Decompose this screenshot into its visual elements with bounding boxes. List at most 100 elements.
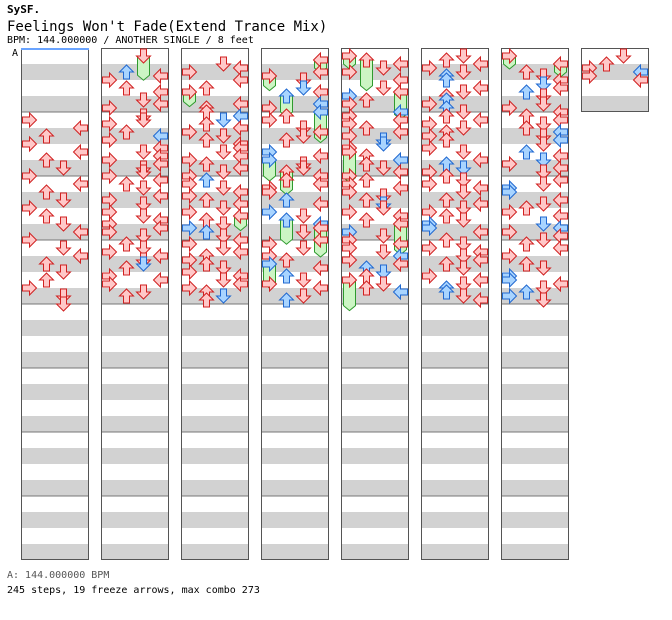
beat-stripe bbox=[501, 544, 569, 560]
beat-stripe bbox=[261, 416, 329, 432]
beat-stripe bbox=[181, 544, 249, 560]
beat-stripe bbox=[21, 512, 89, 528]
beat-stripe bbox=[261, 480, 329, 496]
beat-stripe bbox=[21, 448, 89, 464]
beat-stripe bbox=[101, 64, 169, 80]
step-stats: 245 steps, 19 freeze arrows, max combo 2… bbox=[7, 585, 260, 596]
beat-stripe bbox=[421, 128, 489, 144]
beat-stripe bbox=[181, 224, 249, 240]
beat-stripe bbox=[21, 192, 89, 208]
beat-stripe bbox=[421, 96, 489, 112]
beat-stripe bbox=[21, 128, 89, 144]
beat-stripe bbox=[21, 64, 89, 80]
beat-stripe bbox=[21, 288, 89, 304]
beat-stripe bbox=[101, 448, 169, 464]
beat-stripe bbox=[421, 256, 489, 272]
column-border bbox=[101, 48, 169, 560]
beat-stripe bbox=[261, 384, 329, 400]
beat-stripe bbox=[101, 128, 169, 144]
beat-stripe bbox=[501, 128, 569, 144]
beat-stripe bbox=[501, 512, 569, 528]
beat-stripe bbox=[341, 416, 409, 432]
beat-stripe bbox=[581, 64, 649, 80]
beat-stripe bbox=[261, 64, 329, 80]
beat-stripe bbox=[21, 416, 89, 432]
beat-stripe bbox=[101, 480, 169, 496]
beat-stripe bbox=[501, 288, 569, 304]
beat-stripe bbox=[21, 480, 89, 496]
beat-stripe bbox=[501, 64, 569, 80]
beat-stripe bbox=[181, 512, 249, 528]
beat-stripe bbox=[421, 192, 489, 208]
beat-stripe bbox=[261, 224, 329, 240]
beat-stripe bbox=[181, 448, 249, 464]
chart-info: BPM: 144.000000 / ANOTHER SINGLE / 8 fee… bbox=[7, 35, 254, 46]
beat-stripe bbox=[341, 544, 409, 560]
beat-stripe bbox=[581, 96, 649, 112]
beat-stripe bbox=[101, 96, 169, 112]
beat-stripe bbox=[101, 512, 169, 528]
beat-stripe bbox=[261, 448, 329, 464]
beat-stripe bbox=[341, 224, 409, 240]
beat-stripe bbox=[341, 192, 409, 208]
beat-stripe bbox=[501, 160, 569, 176]
beat-stripe bbox=[501, 256, 569, 272]
beat-stripe bbox=[341, 512, 409, 528]
beat-stripe bbox=[181, 256, 249, 272]
beat-stripe bbox=[341, 384, 409, 400]
beat-stripe bbox=[21, 96, 89, 112]
beat-stripe bbox=[181, 288, 249, 304]
brand-label: SySF. bbox=[7, 3, 41, 16]
column-border bbox=[181, 48, 249, 560]
beat-stripe bbox=[341, 480, 409, 496]
beat-stripe bbox=[501, 320, 569, 336]
beat-stripe bbox=[181, 320, 249, 336]
beat-stripe bbox=[501, 224, 569, 240]
beat-stripe bbox=[501, 192, 569, 208]
beat-stripe bbox=[181, 96, 249, 112]
beat-stripe bbox=[21, 352, 89, 368]
beat-stripe bbox=[501, 352, 569, 368]
column-border bbox=[501, 48, 569, 560]
beat-stripe bbox=[101, 256, 169, 272]
beat-stripe bbox=[341, 64, 409, 80]
beat-stripe bbox=[341, 128, 409, 144]
beat-stripe bbox=[101, 352, 169, 368]
beat-stripe bbox=[261, 96, 329, 112]
beat-stripe bbox=[421, 320, 489, 336]
beat-stripe bbox=[181, 64, 249, 80]
bpm-marker-bar bbox=[21, 48, 89, 50]
beat-stripe bbox=[181, 384, 249, 400]
beat-stripe bbox=[101, 320, 169, 336]
beat-stripe bbox=[21, 160, 89, 176]
beat-stripe bbox=[181, 160, 249, 176]
beat-stripe bbox=[421, 416, 489, 432]
beat-stripe bbox=[421, 288, 489, 304]
beat-stripe bbox=[261, 288, 329, 304]
beat-stripe bbox=[501, 480, 569, 496]
beat-stripe bbox=[421, 224, 489, 240]
beat-stripe bbox=[21, 320, 89, 336]
beat-stripe bbox=[341, 256, 409, 272]
beat-stripe bbox=[341, 352, 409, 368]
beat-stripe bbox=[421, 352, 489, 368]
beat-stripe bbox=[101, 224, 169, 240]
beat-stripe bbox=[181, 480, 249, 496]
beat-stripe bbox=[501, 96, 569, 112]
column-border bbox=[581, 48, 649, 112]
beat-stripe bbox=[421, 448, 489, 464]
beat-stripe bbox=[21, 544, 89, 560]
beat-stripe bbox=[341, 288, 409, 304]
beat-stripe bbox=[421, 544, 489, 560]
column-border bbox=[341, 48, 409, 560]
beat-stripe bbox=[261, 128, 329, 144]
beat-stripe bbox=[101, 416, 169, 432]
beat-stripe bbox=[501, 416, 569, 432]
beat-stripe bbox=[181, 416, 249, 432]
beat-stripe bbox=[341, 160, 409, 176]
beat-stripe bbox=[421, 384, 489, 400]
beat-stripe bbox=[181, 192, 249, 208]
beat-stripe bbox=[21, 384, 89, 400]
beat-stripe bbox=[421, 160, 489, 176]
